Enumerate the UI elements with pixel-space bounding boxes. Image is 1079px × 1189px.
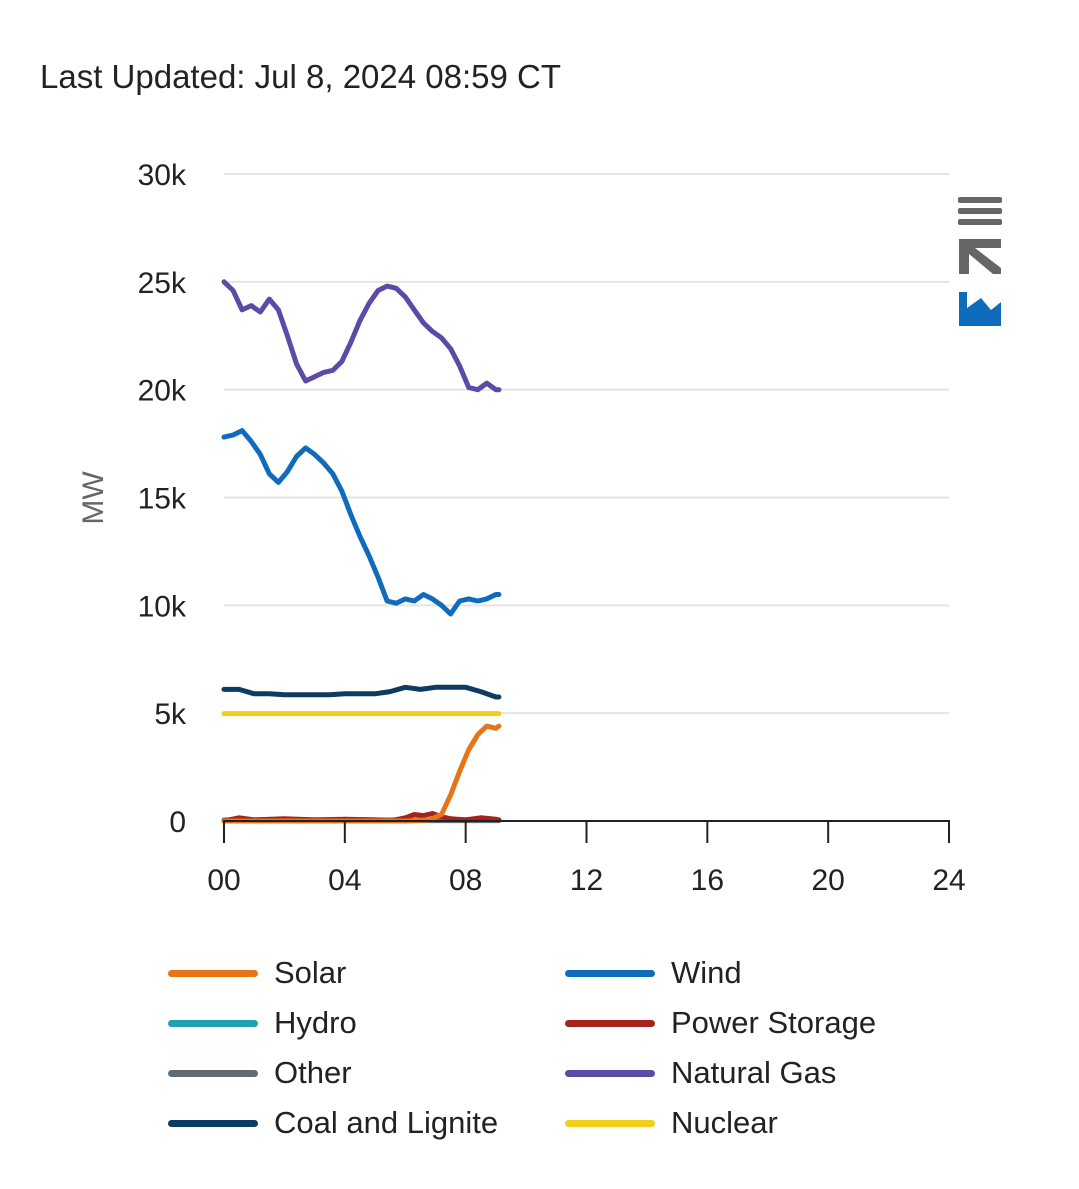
gridlines — [224, 173, 949, 715]
series-line-solar — [221, 723, 502, 824]
x-tick-label: 04 — [328, 864, 361, 897]
legend-label: Nuclear — [671, 1105, 778, 1140]
y-tick-label: 10k — [138, 590, 187, 623]
x-axis: 00 04 08 12 16 20 24 — [207, 820, 966, 897]
legend-label: Wind — [671, 955, 742, 990]
legend-item-solar[interactable]: Solar — [168, 948, 346, 998]
y-tick-label: 5k — [154, 698, 187, 731]
series-line-coal-and-lignite — [221, 684, 502, 700]
legend-label: Other — [274, 1055, 352, 1090]
legend-swatch — [168, 1019, 258, 1027]
legend-swatch — [168, 1069, 258, 1077]
legend-swatch — [168, 969, 258, 977]
legend-label: Solar — [274, 955, 347, 990]
ercot-logo-icon — [958, 197, 1002, 326]
legend-swatch — [565, 969, 655, 977]
y-tick-label: 30k — [138, 159, 187, 192]
y-tick-label: 0 — [169, 806, 186, 839]
generation-line-chart: 0 5k 10k 15k 20k 25k 30k MW 00 04 08 12 16 20 24 — [77, 159, 966, 897]
legend-swatch — [565, 1069, 655, 1077]
series-line-natural-gas — [221, 279, 502, 393]
legend-label: Coal and Lignite — [274, 1105, 499, 1140]
y-axis-label: MW — [77, 471, 110, 525]
y-tick-label: 15k — [138, 483, 187, 516]
legend-label: Natural Gas — [671, 1055, 837, 1090]
x-tick-label: 12 — [570, 864, 603, 897]
series-lines — [221, 279, 502, 824]
x-tick-label: 20 — [811, 864, 844, 897]
legend-item-natural-gas[interactable]: Natural Gas — [565, 1048, 836, 1098]
legend-swatch — [565, 1019, 655, 1027]
legend-item-other[interactable]: Other — [168, 1048, 352, 1098]
legend-item-nuclear[interactable]: Nuclear — [565, 1098, 778, 1148]
y-tick-label: 20k — [138, 375, 187, 408]
legend-item-coal-and-lignite[interactable]: Coal and Lignite — [168, 1098, 498, 1148]
x-tick-label: 08 — [449, 864, 482, 897]
x-tick-label: 16 — [691, 864, 724, 897]
legend-item-wind[interactable]: Wind — [565, 948, 742, 998]
legend-swatch — [168, 1119, 258, 1127]
series-line-wind — [221, 428, 502, 617]
legend-label: Hydro — [274, 1005, 357, 1040]
last-updated-text: Last Updated: Jul 8, 2024 08:59 CT — [40, 58, 562, 95]
legend-item-hydro[interactable]: Hydro — [168, 998, 357, 1048]
legend-label: Power Storage — [671, 1005, 877, 1040]
legend-swatch — [565, 1119, 655, 1127]
x-tick-label: 00 — [207, 864, 240, 897]
x-tick-label: 24 — [932, 864, 965, 897]
y-tick-label: 25k — [138, 267, 187, 300]
y-axis-ticks: 0 5k 10k 15k 20k 25k 30k — [138, 159, 187, 839]
legend-item-power-storage[interactable]: Power Storage — [565, 998, 876, 1048]
